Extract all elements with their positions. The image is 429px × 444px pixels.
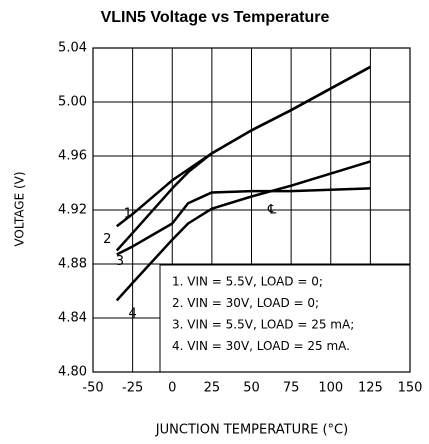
annotation: ℄ — [267, 203, 277, 218]
x-tick-label: 25 — [204, 381, 221, 396]
line-series — [116, 187, 371, 256]
chart-title: VLIN5 Voltage vs Temperature — [101, 9, 330, 26]
x-tick-label: -50 — [82, 381, 103, 396]
y-axis-label: VOLTAGE (V) — [13, 171, 27, 246]
x-tick-label: 75 — [283, 381, 300, 396]
line-series — [115, 65, 371, 252]
legend-entry: 4. VIN = 30V, LOAD = 25 mA. — [172, 339, 350, 353]
curve-label: 4 — [128, 306, 136, 321]
y-tick-label: 4.88 — [58, 257, 87, 272]
plot-frame — [92, 47, 411, 373]
y-tick-label: 5.04 — [58, 41, 87, 56]
x-tick-label: 50 — [243, 381, 260, 396]
y-tick-label: 5.00 — [58, 95, 87, 110]
legend-entry: 2. VIN = 30V, LOAD = 0; — [172, 296, 319, 310]
legend-entry: 3. VIN = 5.5V, LOAD = 25 mA; — [172, 318, 354, 332]
x-tick-label: 125 — [358, 381, 383, 396]
curve-label: 1 — [124, 207, 132, 222]
x-tick-label: 100 — [318, 381, 343, 396]
y-tick-label: 4.96 — [58, 149, 87, 164]
legend-entry: 1. VIN = 5.5V, LOAD = 0; — [172, 275, 323, 289]
line-series — [116, 65, 371, 228]
y-tick-label: 4.92 — [58, 203, 87, 218]
curve-label: 3 — [116, 254, 124, 269]
x-axis-label: JUNCTION TEMPERATURE (°C) — [155, 423, 348, 438]
line-series — [115, 160, 371, 302]
curve-label: 2 — [103, 232, 111, 247]
x-tick-label: 0 — [168, 381, 176, 396]
x-tick-label: -25 — [122, 381, 143, 396]
legend-box — [159, 264, 411, 373]
x-tick-label: 150 — [398, 381, 423, 396]
y-tick-label: 4.84 — [58, 311, 87, 326]
y-tick-label: 4.80 — [58, 365, 87, 380]
